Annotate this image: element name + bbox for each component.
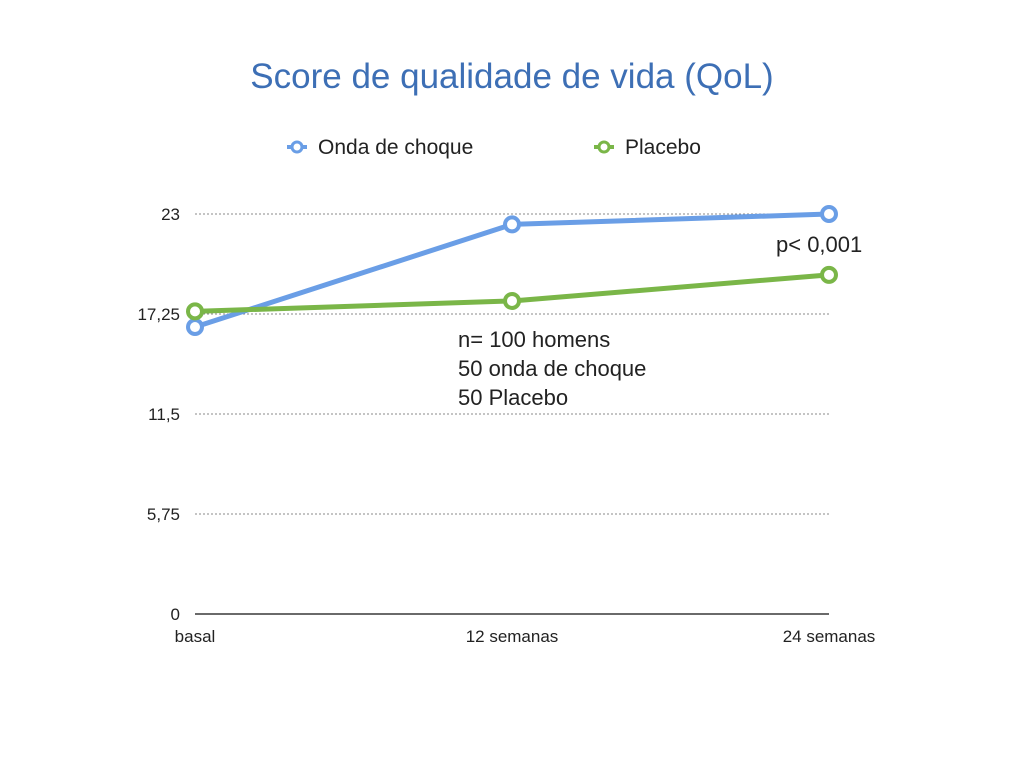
- data-point-1-1: [503, 291, 521, 310]
- legend-label-placebo: Placebo: [625, 136, 701, 159]
- legend-item-placebo: Placebo: [594, 136, 701, 159]
- legend: Onda de choque Placebo: [287, 136, 701, 159]
- series: [186, 205, 838, 337]
- sample-line-2: 50 onda de choque: [458, 356, 646, 381]
- legend-marker-placebo: [597, 140, 611, 154]
- gridlines: [195, 213, 829, 515]
- y-tick-label: 23: [161, 205, 180, 224]
- data-point-0-2: [820, 205, 838, 223]
- sample-line-3: 50 Placebo: [458, 385, 568, 410]
- legend-item-onda-de-choque: Onda de choque: [287, 136, 473, 159]
- data-point-0-0: [186, 318, 204, 337]
- y-tick-label: 17,25: [137, 305, 180, 324]
- data-point-1-0: [186, 302, 204, 321]
- y-tick-label: 5,75: [147, 505, 180, 524]
- x-axis-ticks: basal 12 semanas 24 semanas: [175, 627, 876, 646]
- sample-line-1: n= 100 homens: [458, 327, 610, 352]
- y-tick-label: 11,5: [148, 405, 180, 424]
- legend-label-onda-de-choque: Onda de choque: [318, 136, 473, 159]
- y-axis-ticks: 0 5,75 11,5 17,25 23: [137, 205, 180, 624]
- data-point-0-1: [503, 215, 521, 234]
- y-tick-label: 0: [171, 605, 180, 624]
- p-value-annotation: p< 0,001: [776, 232, 862, 257]
- legend-marker-onda-de-choque: [290, 140, 304, 154]
- chart-title: Score de qualidade de vida (QoL): [250, 57, 773, 96]
- x-tick-label: 24 semanas: [783, 627, 876, 646]
- data-point-1-2: [820, 265, 838, 284]
- x-tick-label: 12 semanas: [466, 627, 559, 646]
- x-tick-label: basal: [175, 627, 216, 646]
